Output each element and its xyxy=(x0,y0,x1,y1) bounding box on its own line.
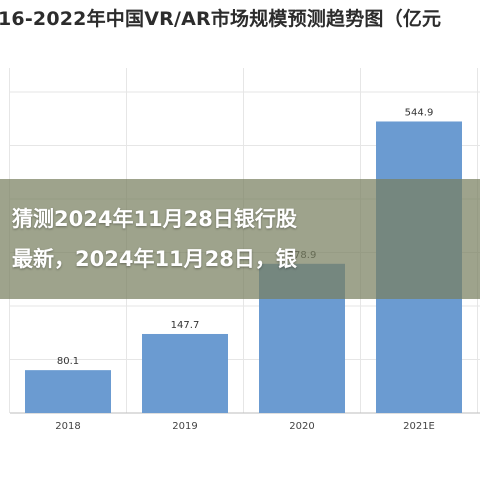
bar-2019 xyxy=(142,333,228,413)
chart-title: 16-2022年中国VR/AR市场规模预测趋势图（亿元 xyxy=(0,8,442,30)
headline-overlay[interactable]: 猜测2024年11月28日银行股 最新，2024年11月28日，银 xyxy=(0,179,480,299)
x-tick-label: 2020 xyxy=(289,421,314,432)
value-label: 80.1 xyxy=(57,356,79,367)
x-tick-labels: 2018 2019 2020 2021E xyxy=(55,421,435,432)
value-label: 544.9 xyxy=(405,107,434,118)
x-tick-label: 2018 xyxy=(55,421,80,432)
x-tick-label: 2021E xyxy=(403,421,435,432)
bar-2018 xyxy=(25,370,111,413)
x-tick-label: 2019 xyxy=(172,421,197,432)
value-label: 147.7 xyxy=(171,320,200,331)
headline-line-2: 最新，2024年11月28日，银 xyxy=(12,247,297,271)
headline-line-1: 猜测2024年11月28日银行股 xyxy=(12,207,297,231)
